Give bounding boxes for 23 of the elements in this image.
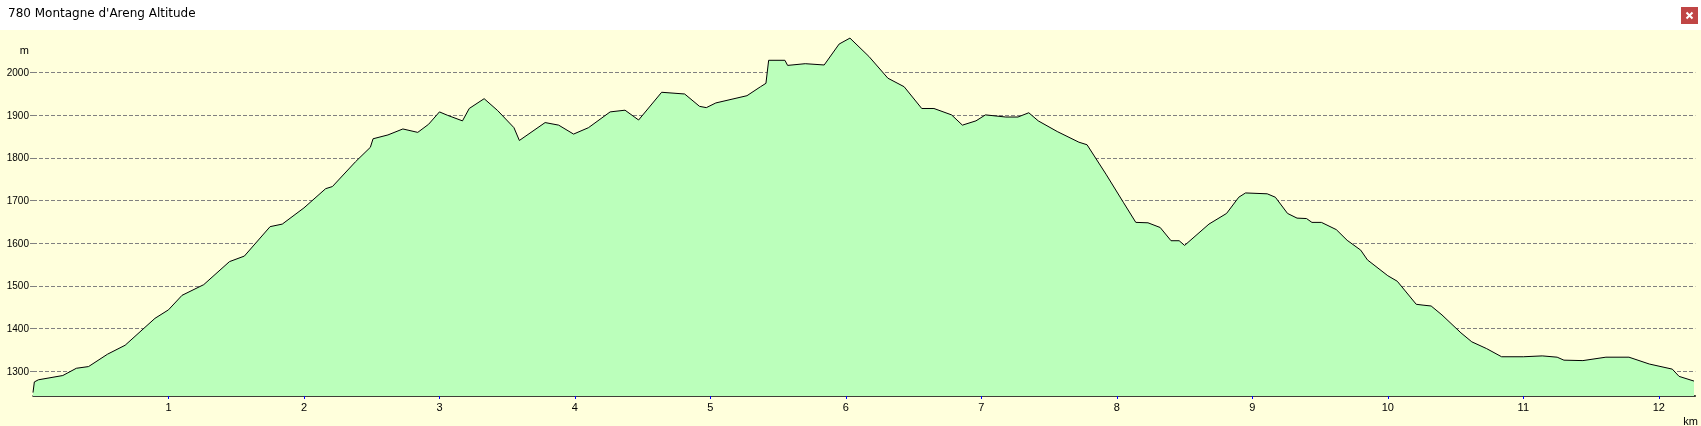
x-tick-label: 7: [978, 400, 985, 413]
x-tick-label: 9: [1249, 400, 1256, 413]
x-tick-label: 5: [707, 400, 714, 413]
x-axis-title: km: [1683, 414, 1699, 426]
x-tick-label: 4: [571, 400, 578, 413]
x-tick-label: 12: [1652, 400, 1665, 413]
x-tick-label: 2: [300, 400, 308, 413]
x-tick-label: 8: [1113, 400, 1120, 413]
x-tick-label: 11: [1517, 400, 1529, 413]
y-tick-label: 1400: [6, 323, 30, 335]
y-tick-label: 1500: [6, 280, 30, 292]
y-tick-label: 1600: [6, 237, 30, 249]
y-tick-label: 1300: [6, 365, 30, 377]
y-tick-label: 1900: [6, 109, 30, 121]
x-tick-label: 3: [436, 400, 443, 413]
x-tick-label: 10: [1381, 400, 1394, 413]
y-tick-label: 1700: [6, 195, 30, 207]
y-tick-label: 1800: [6, 152, 30, 164]
chart-title: 780 Montagne d'Areng Altitude: [8, 6, 196, 20]
y-tick-label: 2000: [6, 67, 30, 79]
y-axis-title: m: [19, 43, 29, 56]
x-tick-label: 1: [165, 400, 172, 413]
x-tick-label: 6: [842, 400, 849, 413]
